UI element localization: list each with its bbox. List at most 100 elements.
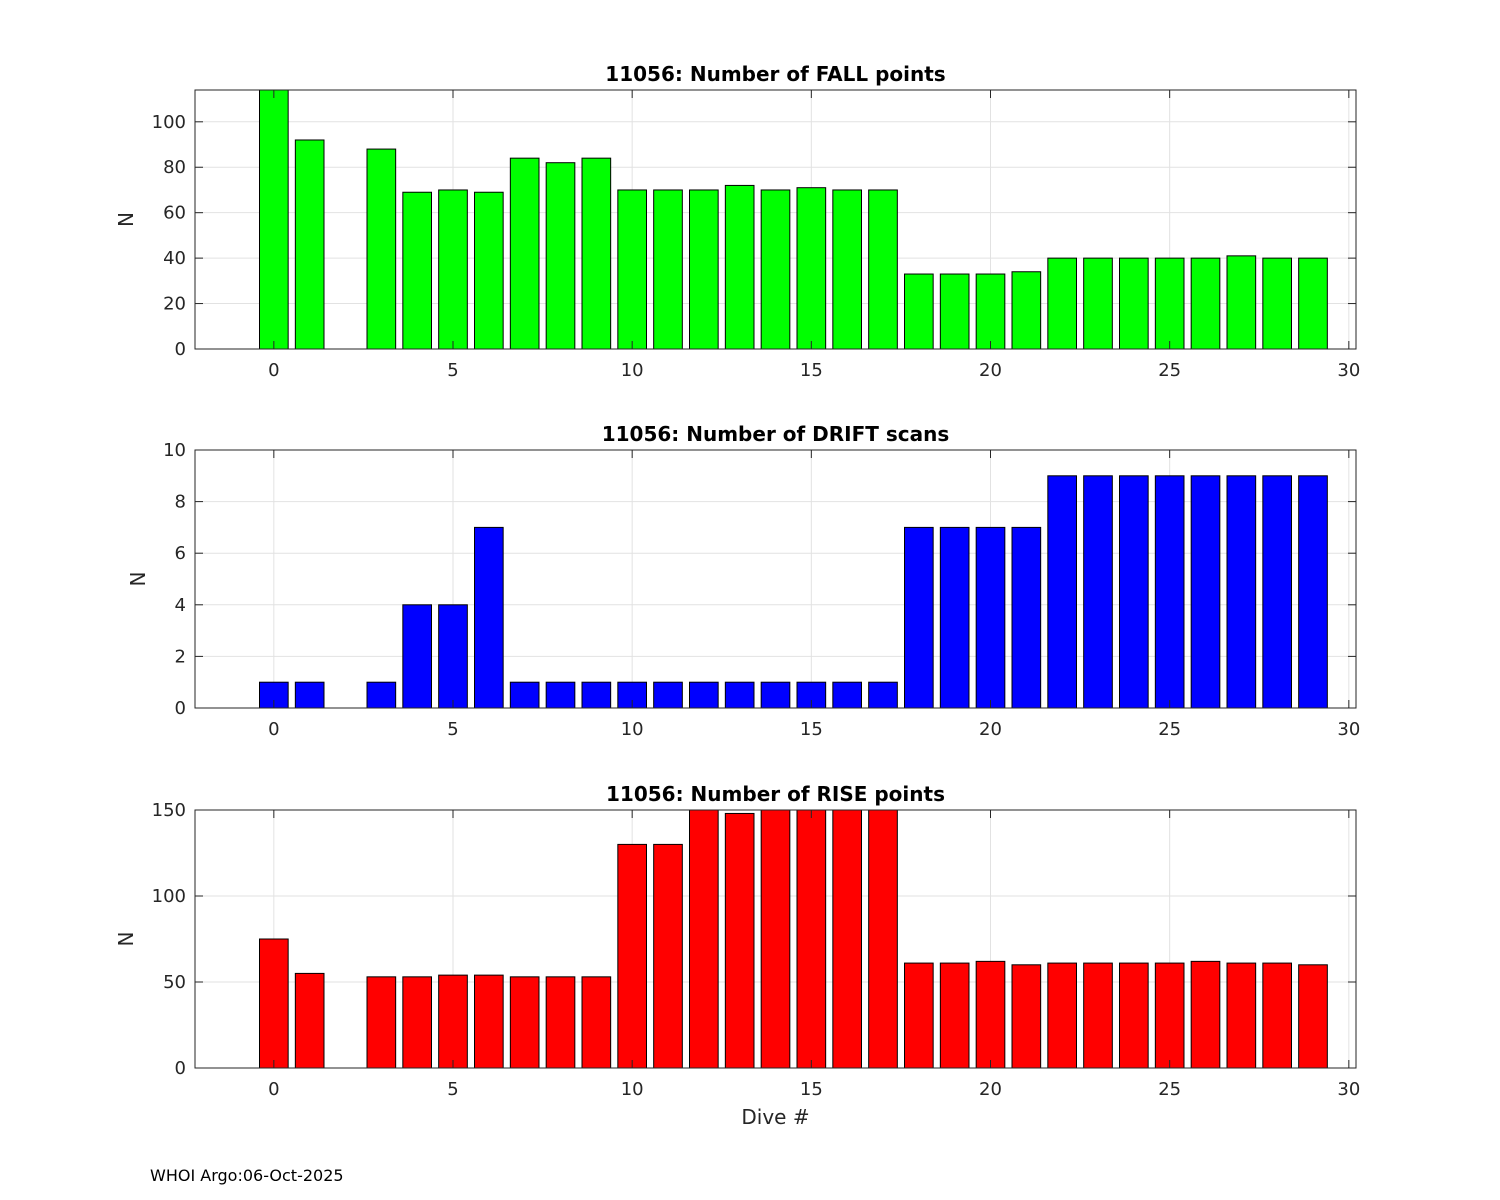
bar — [1226, 255, 1257, 350]
bar — [1119, 962, 1149, 1069]
x-tick-label: 5 — [447, 1079, 458, 1100]
bar — [1047, 475, 1078, 709]
bar — [904, 526, 934, 709]
bar — [975, 960, 1006, 1069]
bar — [1262, 257, 1293, 350]
y-tick-label: 60 — [163, 203, 186, 224]
bar — [1154, 475, 1185, 709]
y-tick-label: 8 — [175, 492, 186, 513]
y-tick-label: 0 — [175, 698, 186, 719]
bar — [975, 273, 1006, 350]
x-tick-label: 25 — [1158, 360, 1181, 381]
bar — [724, 184, 755, 350]
bar — [724, 812, 755, 1069]
bar — [1190, 475, 1221, 709]
bar — [581, 681, 612, 709]
chart-panel-1: 0 5 10 15 20 25 30 0 20 40 60 80 100 11056: Number of… — [114, 62, 1360, 381]
bar — [832, 681, 862, 709]
x-tick-label: 0 — [268, 719, 279, 740]
x-tick-label: 30 — [1337, 719, 1360, 740]
bar — [1298, 475, 1328, 709]
y-tick-label: 2 — [175, 646, 186, 667]
y-tick-label: 100 — [152, 886, 186, 907]
bar — [1190, 960, 1221, 1069]
bar — [294, 139, 325, 350]
bar — [474, 191, 504, 350]
bar — [366, 976, 397, 1069]
bar — [366, 681, 397, 709]
bar — [724, 681, 755, 709]
axes-box — [194, 809, 1357, 1069]
bar — [366, 148, 397, 350]
bar — [294, 972, 325, 1069]
y-tick-label: 40 — [163, 248, 186, 269]
x-tick-label: 15 — [800, 360, 823, 381]
bar — [760, 189, 791, 350]
bar — [939, 962, 970, 1069]
bar — [904, 273, 934, 350]
bar — [760, 681, 791, 709]
x-tick-label: 10 — [621, 1079, 644, 1100]
bar — [904, 962, 934, 1069]
y-tick-label: 6 — [175, 543, 186, 564]
bar — [796, 809, 827, 1069]
bar — [796, 187, 827, 350]
axes-box — [194, 449, 1357, 709]
bar — [653, 843, 683, 1069]
bar — [653, 189, 683, 350]
bar — [545, 976, 576, 1069]
chart-title: 11056: Number of DRIFT scans — [602, 422, 950, 446]
bar — [581, 976, 612, 1069]
y-axis-label: N — [126, 572, 150, 587]
bar — [1190, 257, 1221, 350]
x-tick-label: 15 — [800, 719, 823, 740]
bar — [868, 681, 898, 709]
chart-title: 11056: Number of RISE points — [606, 782, 945, 806]
x-tick-label: 20 — [979, 1079, 1002, 1100]
chart-panel-2: 0 5 10 15 20 25 30 0 2 4 6 8 10 11056: Number of DRIF… — [126, 422, 1360, 740]
y-tick-label: 150 — [152, 800, 186, 821]
bar — [438, 189, 468, 350]
x-axis-label: Dive # — [741, 1105, 809, 1129]
bar — [1083, 962, 1113, 1069]
bar — [509, 976, 540, 1069]
bar — [402, 191, 433, 350]
bar — [545, 681, 576, 709]
x-tick-label: 5 — [447, 719, 458, 740]
bar — [760, 809, 791, 1069]
bar — [474, 974, 504, 1069]
x-tick-label: 25 — [1158, 719, 1181, 740]
x-tick-label: 0 — [268, 360, 279, 381]
bar — [402, 976, 433, 1069]
x-tick-label: 20 — [979, 719, 1002, 740]
bar — [1154, 257, 1185, 350]
bar — [689, 809, 719, 1069]
footer-stamp: WHOI Argo:06-Oct-2025 — [150, 1166, 344, 1185]
bar — [1262, 475, 1293, 709]
bar — [975, 526, 1006, 709]
bar — [617, 189, 647, 350]
bar — [689, 189, 719, 350]
bar — [545, 162, 576, 350]
bar — [1011, 964, 1042, 1069]
bar — [617, 843, 647, 1069]
bar — [509, 157, 540, 350]
x-tick-label: 10 — [621, 719, 644, 740]
bar — [689, 681, 719, 709]
x-tick-label: 20 — [979, 360, 1002, 381]
bar — [581, 157, 612, 350]
x-tick-label: 30 — [1337, 360, 1360, 381]
bar — [1262, 962, 1293, 1069]
bar — [474, 526, 504, 709]
x-tick-label: 5 — [447, 360, 458, 381]
x-tick-label: 15 — [800, 1079, 823, 1100]
axes-box — [194, 89, 1357, 350]
bar — [1119, 475, 1149, 709]
chart-panel-3: 0 5 10 15 20 25 30 0 50 100 150 11056: Number of RI… — [114, 782, 1360, 1129]
y-tick-label: 0 — [175, 1058, 186, 1079]
bar — [1298, 964, 1328, 1069]
bar — [832, 809, 862, 1069]
y-tick-label: 10 — [163, 440, 186, 461]
x-tick-label: 25 — [1158, 1079, 1181, 1100]
